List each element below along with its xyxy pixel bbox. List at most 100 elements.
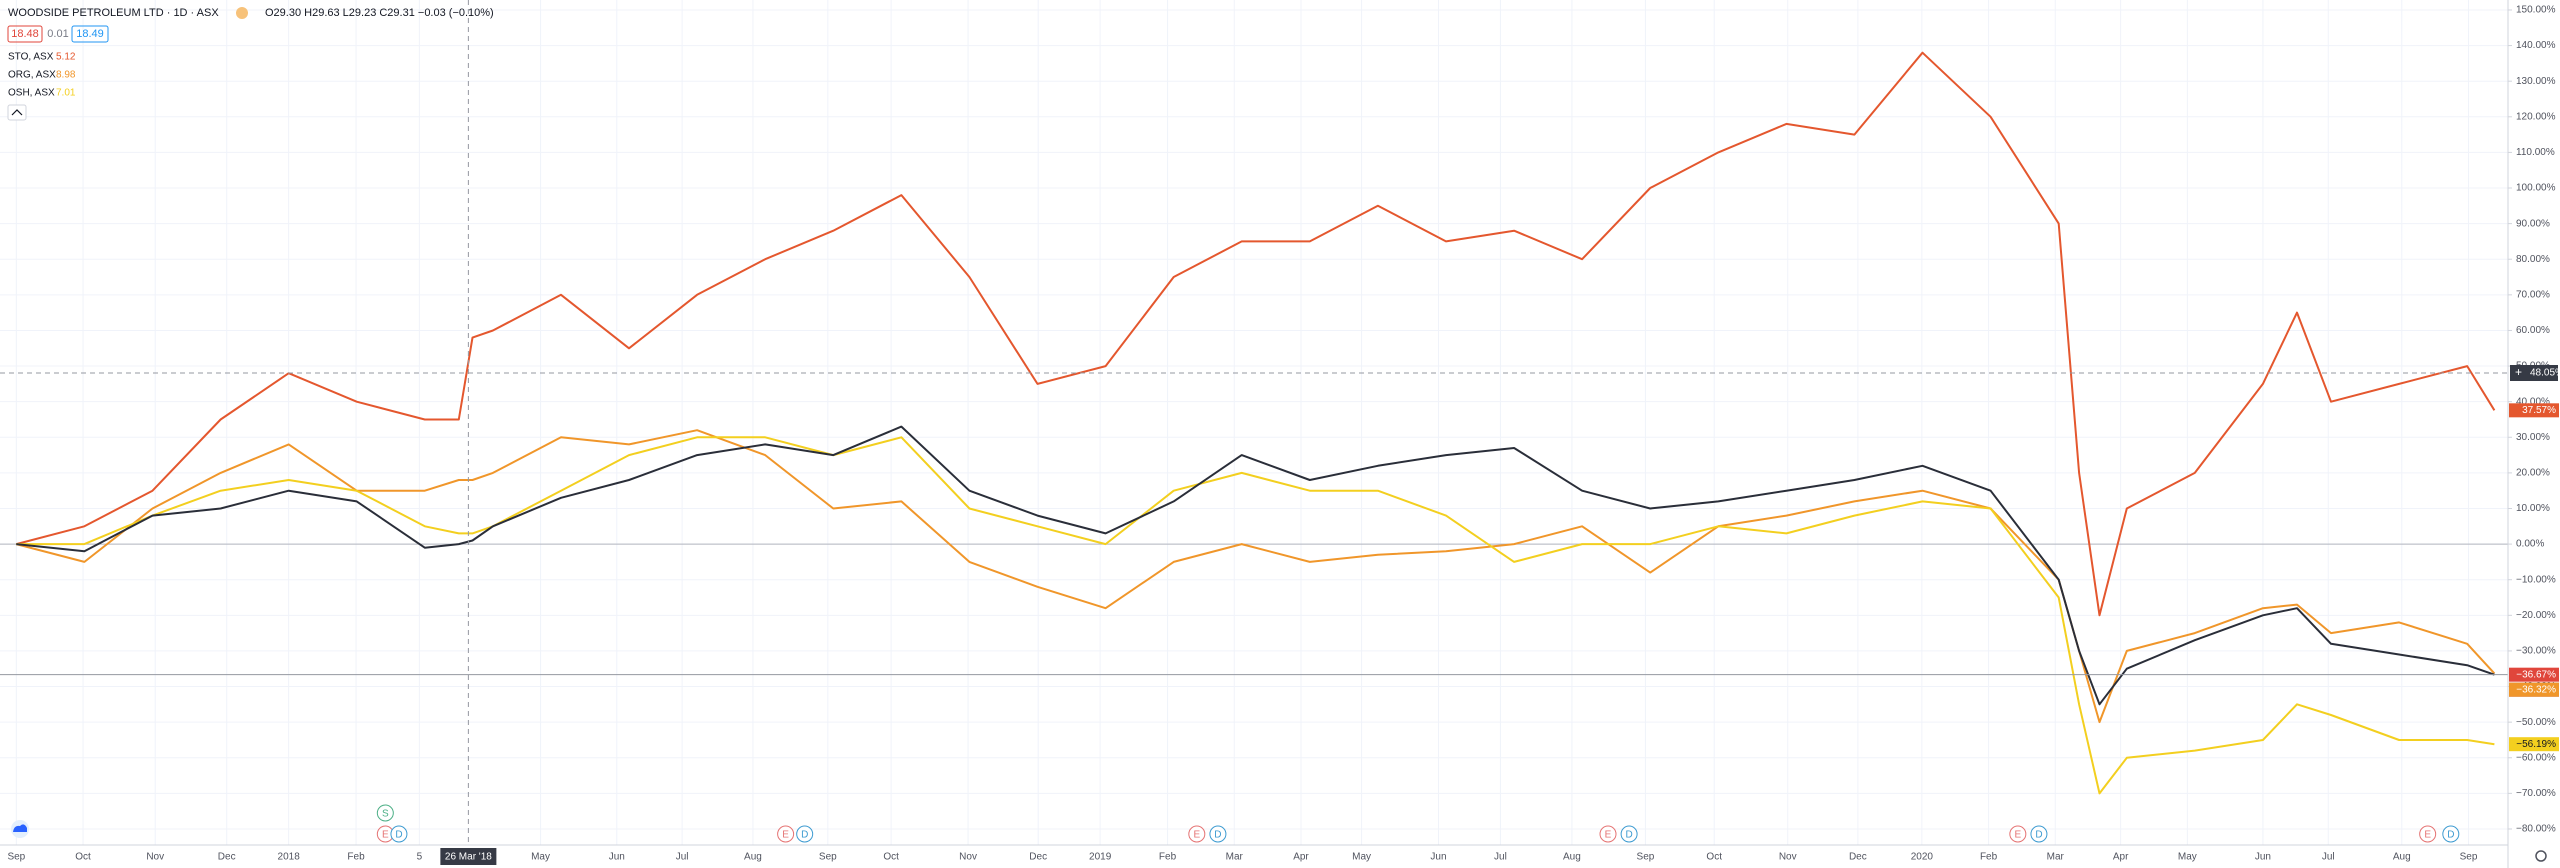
collapse-icon	[11, 109, 23, 116]
event-marker[interactable]	[1620, 825, 1638, 843]
status-icon	[236, 7, 248, 19]
x-tick-label: May	[2178, 852, 2197, 863]
footer-icons	[11, 820, 2547, 862]
last-value-label-bg	[2509, 403, 2559, 418]
x-tick-label: Jul	[2322, 852, 2335, 863]
x-tick-label: Sep	[1637, 852, 1655, 863]
x-tick-label: Aug	[2393, 852, 2411, 863]
x-tick-label: 2018	[278, 852, 301, 863]
x-tick-label: Aug	[1563, 852, 1581, 863]
x-tick-label: Nov	[959, 852, 977, 863]
x-tick-label: Mar	[1226, 852, 1244, 863]
crosshair-y-label-bg	[2510, 365, 2558, 382]
y-tick-label: −50.00%	[2516, 717, 2556, 728]
y-tick-label: 140.00%	[2516, 40, 2556, 51]
x-tick-label: Feb	[1159, 852, 1177, 863]
event-marker[interactable]	[376, 804, 394, 822]
last-value-label-bg	[2509, 737, 2559, 752]
ohlc: O29.30 H29.63 L29.23 C29.31 −0.03 (−0.10…	[265, 7, 494, 19]
crosshair-x-label-bg	[440, 848, 497, 865]
x-tick-label: Mar	[2047, 852, 2065, 863]
event-marker[interactable]	[2419, 825, 2437, 843]
x-tick-label: Dec	[1849, 852, 1867, 863]
event-marker[interactable]	[1188, 825, 1206, 843]
y-tick-label: 150.00%	[2516, 5, 2556, 16]
ask-box[interactable]	[71, 25, 109, 43]
plot-area: SE D E D E D E D E D E D	[0, 0, 2508, 845]
event-label: E	[2015, 830, 2022, 841]
y-tick-label: −10.00%	[2516, 574, 2556, 585]
legend-name: ORG, ASX	[8, 70, 56, 81]
y-tick-label: 40.00%	[2516, 396, 2550, 407]
event-marker[interactable]	[777, 825, 795, 843]
x-tick-label: May	[1352, 852, 1371, 863]
event-label: D	[801, 830, 808, 841]
x-tick-label: May	[531, 852, 550, 863]
y-tick-label: −20.00%	[2516, 610, 2556, 621]
event-marker[interactable]	[2442, 825, 2460, 843]
y-tick-label: 30.00%	[2516, 432, 2550, 443]
event-marker[interactable]	[390, 825, 408, 843]
ask: 18.49	[76, 28, 104, 40]
interval: 1D	[173, 7, 187, 19]
crosshair-y-label: 48.05%	[2530, 368, 2560, 379]
x-tick-label: Oct	[883, 852, 899, 863]
series-line	[16, 425, 2495, 706]
event-label: E	[382, 830, 389, 841]
collapse-button[interactable]	[7, 104, 27, 121]
event-label: D	[1214, 830, 1221, 841]
x-tick-label: Apr	[1293, 852, 1309, 863]
y-tick-label: 80.00%	[2516, 254, 2550, 265]
event-marker[interactable]	[796, 825, 814, 843]
legend-value: 7.01	[56, 88, 76, 99]
spread: 0.01	[47, 28, 68, 40]
x-tick-label: Sep	[819, 852, 837, 863]
y-tick-label: 130.00%	[2516, 76, 2556, 87]
series-line	[16, 429, 2496, 724]
symbol-title: WOODSIDE PETROLEUM LTD · 1D · ASX	[8, 7, 219, 19]
event-marker[interactable]	[2030, 825, 2048, 843]
logo-cloud	[13, 824, 27, 832]
event-label: E	[1193, 830, 1200, 841]
event-label: D	[2447, 830, 2454, 841]
y-tick-label: 70.00%	[2516, 289, 2550, 300]
event-label: E	[782, 830, 789, 841]
event-label: D	[395, 830, 402, 841]
last-value-label: −56.19%	[2516, 739, 2556, 750]
event-marker[interactable]	[1209, 825, 1227, 843]
y-tick-label: 90.00%	[2516, 218, 2550, 229]
bid: 18.48	[11, 28, 39, 40]
y-tick-label: −60.00%	[2516, 752, 2556, 763]
crosshair-plus: +	[2515, 365, 2522, 379]
last-value-label: 37.57%	[2522, 405, 2556, 416]
bid-box[interactable]	[7, 25, 43, 43]
legend-value: 5.12	[56, 52, 76, 63]
crosshair-x-label: 26 Mar '18	[445, 852, 492, 863]
settings-icon[interactable]	[2535, 850, 2547, 862]
x-tick-label: Nov	[1779, 852, 1797, 863]
x-tick-label: Jun	[1430, 852, 1446, 863]
x-tick-label: Oct	[1706, 852, 1722, 863]
x-tick-label: 5	[417, 852, 423, 863]
y-tick-label: −70.00%	[2516, 788, 2556, 799]
last-value-label: −36.67%	[2516, 669, 2556, 680]
y-tick-label: −30.00%	[2516, 646, 2556, 657]
x-tick-label: Aug	[744, 852, 762, 863]
legend: WOODSIDE PETROLEUM LTD · 1D · ASX O29.30…	[7, 7, 494, 121]
last-value-label-bg	[2509, 682, 2559, 697]
y-tick-label: 20.00%	[2516, 468, 2550, 479]
y-tick-label: 120.00%	[2516, 111, 2556, 122]
legend-name: OSH, ASX	[8, 88, 55, 99]
x-tick-label: Jun	[609, 852, 625, 863]
exchange: ASX	[197, 7, 220, 19]
x-tick-label: Apr	[2113, 852, 2129, 863]
legend-value: 8.98	[56, 70, 76, 81]
last-value-label-bg	[2509, 667, 2559, 682]
event-marker[interactable]	[1599, 825, 1617, 843]
event-marker[interactable]	[2009, 825, 2027, 843]
x-tick-label: Dec	[1029, 852, 1047, 863]
x-tick-label: Sep	[7, 852, 25, 863]
series-line	[16, 436, 2495, 795]
x-tick-label: 2020	[1911, 852, 1934, 863]
